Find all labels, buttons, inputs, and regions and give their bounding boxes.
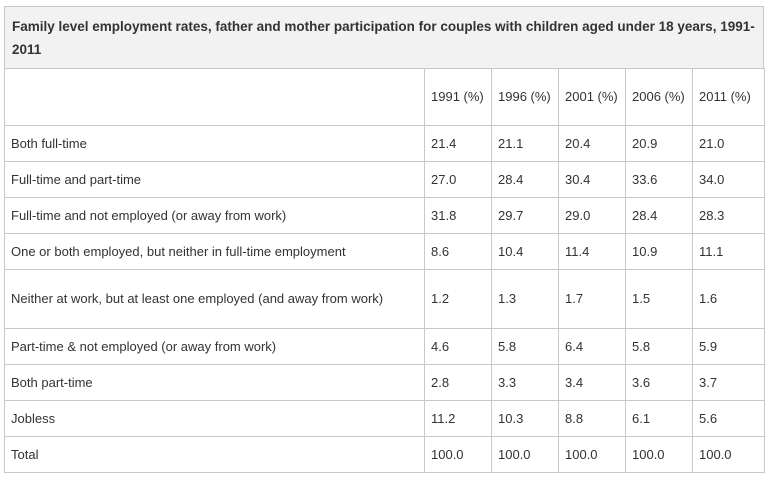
row-label: Both part-time <box>4 364 425 401</box>
cell-value: 31.8 <box>424 197 492 234</box>
header-cell-2001: 2001 (%) <box>558 68 626 126</box>
table-row: Full-time and part-time 27.0 28.4 30.4 3… <box>4 161 765 198</box>
cell-value: 28.4 <box>625 197 693 234</box>
cell-value: 100.0 <box>491 436 559 473</box>
header-cell-2006: 2006 (%) <box>625 68 693 126</box>
cell-value: 100.0 <box>692 436 765 473</box>
cell-value: 100.0 <box>625 436 693 473</box>
cell-value: 100.0 <box>424 436 492 473</box>
table-row: One or both employed, but neither in ful… <box>4 233 765 270</box>
row-label: Jobless <box>4 400 425 437</box>
header-cell-1996: 1996 (%) <box>491 68 559 126</box>
table-row: Both full-time 21.4 21.1 20.4 20.9 21.0 <box>4 125 765 162</box>
cell-value: 6.4 <box>558 328 626 365</box>
cell-value: 10.4 <box>491 233 559 270</box>
cell-value: 1.5 <box>625 269 693 329</box>
cell-value: 21.1 <box>491 125 559 162</box>
cell-value: 3.3 <box>491 364 559 401</box>
cell-value: 20.9 <box>625 125 693 162</box>
cell-value: 5.9 <box>692 328 765 365</box>
row-label: Both full-time <box>4 125 425 162</box>
table-title: Family level employment rates, father an… <box>4 6 764 68</box>
cell-value: 3.4 <box>558 364 626 401</box>
table-row: Jobless 11.2 10.3 8.8 6.1 5.6 <box>4 400 765 437</box>
cell-value: 21.4 <box>424 125 492 162</box>
table-row: Neither at work, but at least one employ… <box>4 269 765 329</box>
cell-value: 29.0 <box>558 197 626 234</box>
row-label: Full-time and not employed (or away from… <box>4 197 425 234</box>
employment-table: 1991 (%) 1996 (%) 2001 (%) 2006 (%) 2011… <box>4 68 765 473</box>
table-row: Total 100.0 100.0 100.0 100.0 100.0 <box>4 436 765 473</box>
cell-value: 2.8 <box>424 364 492 401</box>
row-label: Part-time & not employed (or away from w… <box>4 328 425 365</box>
cell-value: 5.6 <box>692 400 765 437</box>
cell-value: 1.2 <box>424 269 492 329</box>
row-label: Neither at work, but at least one employ… <box>4 269 425 329</box>
cell-value: 1.6 <box>692 269 765 329</box>
header-row: 1991 (%) 1996 (%) 2001 (%) 2006 (%) 2011… <box>4 68 765 126</box>
table-row: Part-time & not employed (or away from w… <box>4 328 765 365</box>
cell-value: 3.7 <box>692 364 765 401</box>
cell-value: 27.0 <box>424 161 492 198</box>
cell-value: 11.1 <box>692 233 765 270</box>
cell-value: 3.6 <box>625 364 693 401</box>
cell-value: 33.6 <box>625 161 693 198</box>
row-label: Total <box>4 436 425 473</box>
row-label: One or both employed, but neither in ful… <box>4 233 425 270</box>
cell-value: 10.3 <box>491 400 559 437</box>
cell-value: 34.0 <box>692 161 765 198</box>
cell-value: 28.3 <box>692 197 765 234</box>
cell-value: 30.4 <box>558 161 626 198</box>
table-row: Full-time and not employed (or away from… <box>4 197 765 234</box>
cell-value: 1.7 <box>558 269 626 329</box>
cell-value: 21.0 <box>692 125 765 162</box>
cell-value: 5.8 <box>491 328 559 365</box>
header-cell-2011: 2011 (%) <box>692 68 765 126</box>
row-label: Full-time and part-time <box>4 161 425 198</box>
cell-value: 28.4 <box>491 161 559 198</box>
table-row: Both part-time 2.8 3.3 3.4 3.6 3.7 <box>4 364 765 401</box>
cell-value: 1.3 <box>491 269 559 329</box>
cell-value: 100.0 <box>558 436 626 473</box>
header-cell-empty <box>4 68 425 126</box>
cell-value: 6.1 <box>625 400 693 437</box>
cell-value: 20.4 <box>558 125 626 162</box>
cell-value: 11.4 <box>558 233 626 270</box>
cell-value: 8.6 <box>424 233 492 270</box>
cell-value: 5.8 <box>625 328 693 365</box>
cell-value: 10.9 <box>625 233 693 270</box>
table-container: Family level employment rates, father an… <box>4 6 765 473</box>
header-cell-1991: 1991 (%) <box>424 68 492 126</box>
cell-value: 4.6 <box>424 328 492 365</box>
cell-value: 29.7 <box>491 197 559 234</box>
cell-value: 8.8 <box>558 400 626 437</box>
cell-value: 11.2 <box>424 400 492 437</box>
